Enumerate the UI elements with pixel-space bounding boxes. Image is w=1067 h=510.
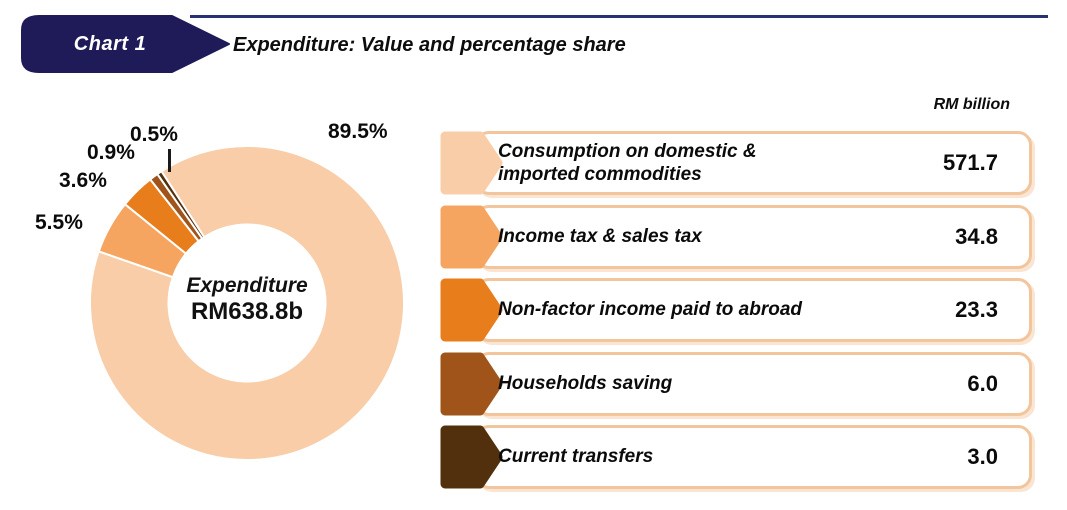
legend-arrow-icon [440,278,503,342]
badge-arrow-shape [21,15,230,73]
donut-chart: Expenditure RM638.8b [87,143,407,463]
badge-label: Chart 1 [73,32,147,55]
legend-row: Households saving 6.0 [440,352,1032,416]
legend-row-label: Consumption on domestic & imported commo… [498,140,757,185]
legend-row: Income tax & sales tax 34.8 [440,205,1032,269]
page-title: Expenditure: Value and percentage share [233,34,626,56]
legend-row: Current transfers 3.0 [440,425,1032,489]
legend-row-label: Current transfers [498,446,654,468]
legend-row-value: 571.7 [942,150,998,175]
legend-arrow-icon [440,205,503,269]
legend-row-value: 23.3 [955,297,998,322]
donut-slice [88,145,405,461]
legend-row-box [475,278,1032,342]
donut-center-label: Expenditure [186,274,308,297]
donut-center-text: Expenditure RM638.8b [87,274,407,326]
donut-slice [156,169,206,240]
chart-number-badge: Chart 1 [21,15,231,73]
donut-svg [88,145,405,461]
legend-row-box [475,352,1032,416]
pct-label-consumption: 89.5% [328,120,388,143]
unit-label: RM billion [933,96,1010,113]
callout-line-current-transfers [168,149,171,172]
legend-row: Non-factor income paid to abroad 23.3 [440,278,1032,342]
legend-row-label: Households saving [498,373,673,395]
pct-label-current-transfers: 0.5% [130,123,178,146]
pct-label-non-factor: 3.6% [59,169,107,192]
legend-arrow-icon [440,352,503,416]
legend-arrow-icon [440,425,503,489]
legend-row-value: 34.8 [955,224,998,249]
legend-row-box [475,205,1032,269]
donut-center-value: RM638.8b [190,298,304,326]
pct-label-income-tax: 5.5% [35,211,83,234]
legend-row-box [475,131,1032,195]
header-rule [190,15,1048,18]
legend-row-label: Income tax & sales tax [498,226,702,248]
pct-label-households: 0.9% [87,141,135,164]
legend-row-value: 3.0 [967,444,998,469]
legend-row: Consumption on domestic & imported commo… [440,131,1032,195]
legend-row-value: 6.0 [967,371,998,396]
legend-row-box [475,425,1032,489]
legend-arrow-icon [440,131,503,195]
legend-row-label: Non-factor income paid to abroad [498,299,803,321]
